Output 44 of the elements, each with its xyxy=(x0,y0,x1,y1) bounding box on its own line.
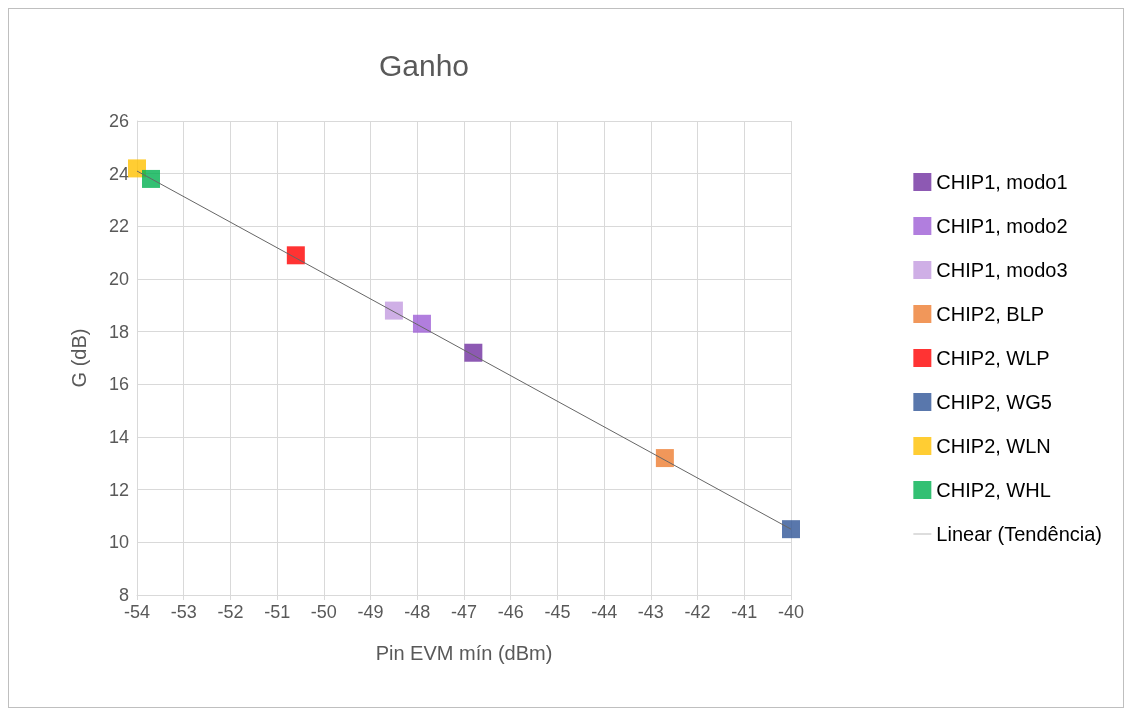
point xyxy=(782,520,800,539)
legend-label: Linear (Tendência) xyxy=(936,523,1102,545)
y-axis-title: G (dB) xyxy=(68,328,90,388)
x-tick-label: -42 xyxy=(684,602,711,622)
x-tick-label: -40 xyxy=(777,602,805,622)
y-tick-label: 12 xyxy=(108,479,129,500)
x-tick-label: -51 xyxy=(264,602,291,622)
x-tick-label: -41 xyxy=(731,602,758,622)
x-tick-label: -50 xyxy=(310,602,337,622)
y-tick-label: 10 xyxy=(108,532,129,553)
x-tick-label: -48 xyxy=(404,602,431,622)
legend-label: CHIP2, WLN xyxy=(936,435,1051,457)
chart-title: Ganho xyxy=(378,48,470,82)
x-axis-title: Pin EVM mín (dBm) xyxy=(375,642,553,664)
y-tick-label: 22 xyxy=(108,216,129,237)
x-tick-label: -54 xyxy=(123,602,151,622)
x-tick-label: -45 xyxy=(544,602,571,622)
legend-label: CHIP1, modo1 xyxy=(936,171,1068,193)
x-tick-label: -46 xyxy=(497,602,524,622)
legend-label: CHIP1, modo3 xyxy=(936,259,1068,281)
legend-label: CHIP2, WG5 xyxy=(936,391,1052,413)
y-tick-label: 26 xyxy=(108,111,129,131)
point xyxy=(286,246,305,265)
point xyxy=(464,343,483,362)
x-tick-label: -43 xyxy=(637,602,664,622)
x-tick-label: -49 xyxy=(357,602,384,622)
y-tick-label: 16 xyxy=(108,374,129,395)
legend-label: CHIP2, BLP xyxy=(936,303,1045,325)
point xyxy=(412,314,431,333)
y-tick-label: 14 xyxy=(108,427,129,447)
y-tick-label: 20 xyxy=(108,269,129,289)
point xyxy=(142,169,161,188)
x-tick-label: -47 xyxy=(450,602,478,622)
legend-label: CHIP2, WLP xyxy=(936,347,1050,369)
legend-label: CHIP1, modo2 xyxy=(936,215,1068,237)
x-tick-label: -53 xyxy=(170,602,197,622)
legend-label: CHIP2, WHL xyxy=(936,479,1051,501)
x-tick-label: -44 xyxy=(591,602,618,622)
x-tick-label: -52 xyxy=(217,602,244,622)
y-tick-label: 24 xyxy=(108,163,129,184)
point xyxy=(384,301,403,320)
point xyxy=(655,449,674,468)
y-tick-label: 18 xyxy=(108,321,129,342)
y-tick-label: 8 xyxy=(118,585,129,605)
